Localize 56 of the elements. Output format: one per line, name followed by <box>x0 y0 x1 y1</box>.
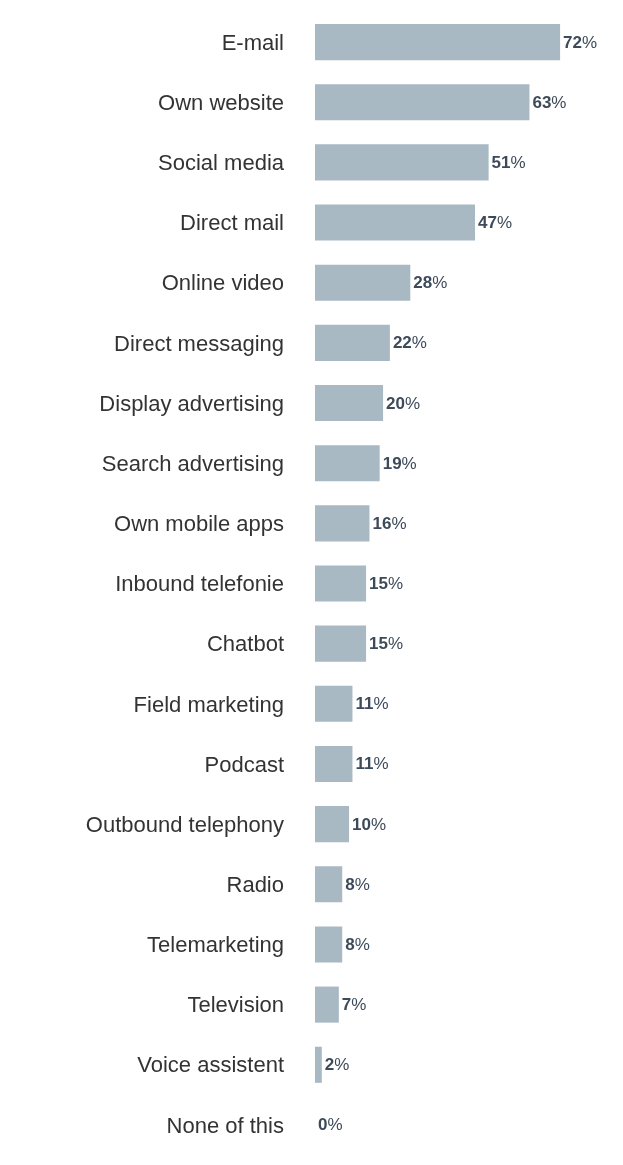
y-tick-label: Television <box>187 992 284 1018</box>
y-tick-label: Telemarketing <box>147 932 284 958</box>
y-tick-label: Display advertising <box>99 390 284 416</box>
bar <box>315 384 384 422</box>
y-tick-label: Radio <box>226 871 284 897</box>
y-tick-label: Inbound telefonie <box>115 571 284 597</box>
data-label: 63% <box>532 92 567 112</box>
bar <box>315 866 343 903</box>
y-tick-label: Direct messaging <box>114 330 284 356</box>
data-label: 47% <box>478 213 513 233</box>
data-label: 8% <box>345 874 370 894</box>
bar <box>315 84 530 121</box>
y-tick-label: Podcast <box>204 751 284 777</box>
bar <box>315 324 390 361</box>
data-label: 2% <box>324 1055 350 1075</box>
bar <box>315 1046 322 1083</box>
y-tick-label: Search advertising <box>101 450 284 476</box>
bar <box>315 926 343 963</box>
data-label: 11% <box>355 754 389 774</box>
bar <box>315 24 561 61</box>
y-tick-label: Direct mail <box>180 210 284 236</box>
y-tick-label: Outbound telephony <box>85 811 284 837</box>
data-label: 16% <box>372 513 407 533</box>
data-label: 11% <box>355 694 389 714</box>
data-label: 8% <box>345 934 370 954</box>
y-tick-label: Online video <box>161 270 284 296</box>
bar <box>315 625 367 662</box>
data-label: 15% <box>369 634 404 654</box>
y-tick-label: E-mail <box>221 29 284 55</box>
bar <box>315 685 353 722</box>
bar <box>315 445 380 482</box>
data-label: 10% <box>352 814 387 834</box>
bar <box>315 505 370 542</box>
bar <box>315 264 411 301</box>
y-tick-label: Social media <box>158 150 285 176</box>
y-tick-label: None of this <box>166 1112 284 1138</box>
data-label: 0% <box>318 1115 343 1135</box>
data-label: 19% <box>382 453 417 473</box>
data-label: 7% <box>341 995 367 1015</box>
bar <box>315 806 350 843</box>
y-tick-label: Own mobile apps <box>114 511 284 537</box>
bar <box>315 204 475 241</box>
bar <box>315 144 489 181</box>
y-tick-label: Field marketing <box>133 691 284 717</box>
y-tick-label: Own website <box>158 89 284 115</box>
data-label: 28% <box>413 273 448 293</box>
data-label: 51% <box>491 152 526 172</box>
data-label: 15% <box>369 574 404 593</box>
bar <box>315 745 353 783</box>
bar <box>315 565 367 602</box>
y-tick-label: Voice assistent <box>137 1052 284 1078</box>
bar <box>315 986 339 1023</box>
data-label: 20% <box>386 393 421 413</box>
data-label: 22% <box>392 333 427 353</box>
y-tick-label: Chatbot <box>206 631 284 657</box>
data-label: 72% <box>563 32 598 52</box>
